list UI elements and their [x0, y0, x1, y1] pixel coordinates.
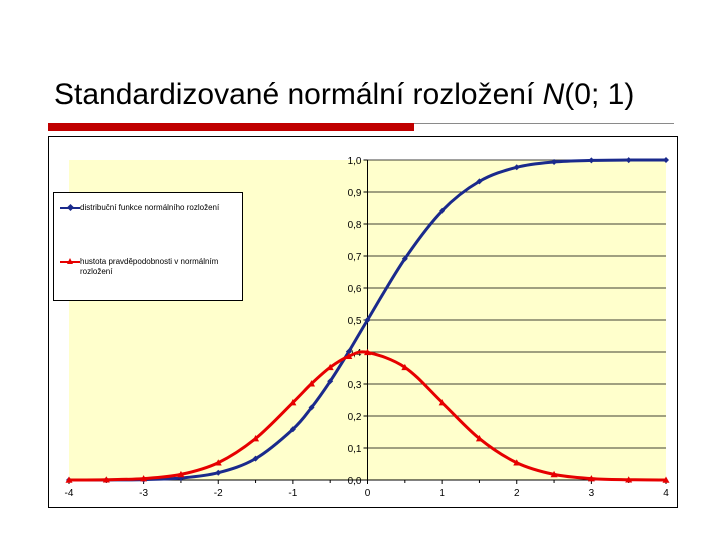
x-tick-label: 4	[663, 488, 669, 499]
y-tick-label: 0,7	[348, 252, 362, 263]
y-tick-label: 0,2	[348, 412, 362, 423]
y-tick-label: 0,8	[348, 220, 362, 231]
data-point-cdf	[439, 207, 446, 214]
data-point-pdf	[326, 363, 334, 371]
legend-label-cdf: distribuční funkce normálního rozložení	[80, 203, 220, 212]
data-point-pdf	[214, 459, 222, 466]
x-tick-label: 2	[514, 488, 520, 499]
data-point-cdf	[513, 164, 520, 171]
data-point-cdf	[252, 455, 259, 462]
data-point-pdf	[102, 476, 110, 483]
data-point-cdf	[215, 469, 222, 476]
data-point-pdf	[252, 435, 260, 442]
data-point-pdf	[662, 476, 670, 483]
data-point-cdf	[364, 317, 371, 323]
data-point-cdf	[327, 378, 334, 385]
data-point-pdf	[587, 475, 595, 482]
x-tick-label: -3	[139, 488, 148, 499]
data-point-pdf	[401, 363, 409, 371]
data-point-cdf	[345, 348, 352, 355]
slide-title-text: Standardizované normální rozložení	[54, 78, 543, 111]
y-tick-label: 0,3	[348, 380, 362, 391]
legend-swatch-cdf	[60, 203, 80, 213]
slide-title-italic: N	[542, 78, 565, 111]
x-tick-label: -2	[214, 488, 223, 499]
data-point-pdf	[625, 476, 633, 483]
data-point-cdf	[588, 157, 595, 164]
data-point-cdf	[551, 158, 558, 165]
y-tick-label: 0,0	[348, 476, 362, 487]
y-tick-label: 1,0	[348, 156, 362, 167]
data-point-cdf	[476, 178, 483, 185]
data-point-pdf	[177, 470, 185, 478]
data-point-pdf	[364, 348, 371, 356]
data-point-pdf	[140, 475, 148, 482]
y-tick-label: 0,9	[348, 188, 362, 199]
x-tick-label: 1	[439, 488, 445, 499]
data-point-pdf	[438, 399, 446, 406]
data-point-cdf	[308, 404, 315, 411]
data-point-cdf	[401, 255, 408, 262]
data-point-pdf	[308, 380, 316, 387]
legend-label-pdf: hustota pravděpodobnosti v normálním roz…	[80, 257, 219, 276]
y-tick-label: 0,5	[348, 316, 362, 327]
legend-item-cdf: distribuční funkce normálního rozložení	[60, 203, 240, 213]
data-point-cdf	[625, 157, 632, 164]
chart-frame: 0,0 0,1 0,2 0,3 0,4 0,5 0,6 0,7 0,8 0,9 1,0 -4 -3 -2-…	[48, 136, 678, 508]
slide-title: Standardizované normální rozložení N(0; …	[54, 78, 634, 112]
x-tick-label: -4	[65, 488, 74, 499]
legend-item-pdf: hustota pravděpodobnosti v normálním roz…	[60, 257, 240, 277]
title-accent-bar	[48, 123, 414, 131]
data-point-pdf	[65, 476, 73, 483]
data-point-pdf	[345, 352, 353, 360]
legend-swatch-pdf	[60, 257, 80, 267]
y-tick-label: 0,1	[348, 444, 362, 455]
data-point-pdf	[513, 459, 521, 466]
x-tick-label: 0	[365, 488, 371, 499]
data-point-cdf	[289, 426, 296, 433]
data-point-pdf	[475, 435, 483, 442]
chart-legend: distribuční funkce normálního rozložení …	[53, 192, 243, 301]
x-tick-label: -1	[288, 488, 297, 499]
data-point-pdf	[550, 470, 558, 478]
data-point-cdf	[663, 157, 669, 163]
y-tick-label: 0,6	[348, 284, 362, 295]
slide-title-suffix: (0; 1)	[564, 78, 635, 111]
data-point-pdf	[289, 399, 297, 406]
x-tick-label: 3	[589, 488, 595, 499]
